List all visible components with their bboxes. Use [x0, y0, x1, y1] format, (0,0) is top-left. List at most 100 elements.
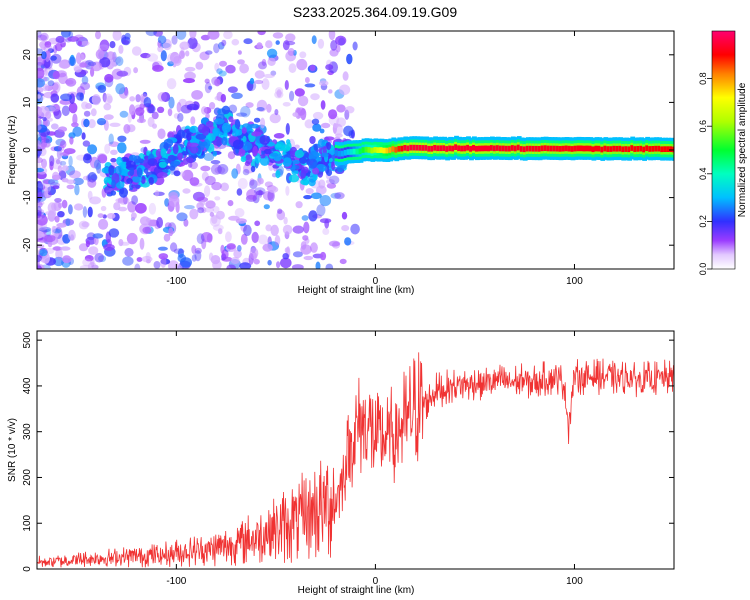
heatmap-cell — [243, 38, 253, 45]
heatmap-cell — [282, 102, 291, 107]
heatmap-cell — [337, 150, 343, 157]
heatmap-cell — [379, 147, 385, 153]
heatmap-cell — [189, 31, 197, 39]
heatmap-cell — [61, 255, 72, 264]
heatmap-cell — [268, 186, 279, 193]
heatmap-cell — [615, 145, 621, 152]
heatmap-cell — [52, 70, 60, 80]
heatmap-cell — [513, 145, 519, 152]
heatmap-cell — [221, 136, 228, 146]
heatmap-cell — [81, 132, 86, 140]
heatmap-cell — [341, 211, 348, 220]
heatmap-cell — [240, 233, 248, 245]
heatmap-cell — [567, 145, 573, 152]
heatmap-cell — [197, 207, 205, 214]
heatmap-cell — [181, 151, 189, 156]
heatmap-cell — [289, 90, 295, 102]
heatmap-cell — [648, 146, 653, 152]
heatmap-cell — [657, 145, 662, 152]
heatmap-cell — [332, 241, 341, 249]
heatmap-cell — [442, 145, 447, 151]
heatmap-cell — [115, 56, 124, 67]
heatmap-cell — [335, 35, 347, 46]
heatmap-cell — [249, 178, 255, 186]
heatmap-cell — [203, 153, 215, 161]
heatmap-cell — [285, 185, 290, 196]
heatmap-cell — [266, 103, 272, 113]
heatmap-cell — [179, 41, 190, 50]
heatmap-cell — [168, 155, 180, 161]
heatmap-cell — [484, 145, 489, 152]
heatmap-cell — [492, 145, 498, 152]
heatmap-cell — [261, 78, 270, 90]
heatmap-cell — [160, 50, 167, 62]
heatmap-cell — [633, 146, 639, 152]
heatmap-cell — [131, 46, 142, 56]
heatmap-cell — [153, 261, 161, 269]
heatmap-cell — [319, 195, 332, 207]
heatmap-cell — [305, 77, 310, 84]
heatmap-cell — [157, 45, 164, 53]
heatmap-cell — [51, 82, 59, 91]
heatmap-cell — [146, 53, 159, 62]
heatmap-cell — [253, 117, 261, 123]
heatmap-cell — [74, 184, 80, 196]
heatmap-cell — [109, 122, 121, 128]
heatmap-cell — [274, 235, 281, 246]
heatmap-cell — [315, 185, 327, 195]
heatmap-cell — [427, 145, 433, 152]
heatmap-cell — [585, 145, 591, 152]
heatmap-cell — [88, 119, 96, 129]
heatmap-cell — [267, 57, 276, 66]
heatmap-cell — [106, 95, 113, 104]
heatmap-cell — [319, 251, 327, 261]
heatmap-cell — [214, 78, 221, 87]
heatmap-cell — [173, 170, 181, 177]
heatmap-cell — [66, 179, 76, 185]
heatmap-cell — [72, 126, 83, 137]
heatmap-cell — [274, 109, 279, 116]
heatmap-cell — [436, 145, 441, 152]
heatmap-cell — [336, 117, 346, 127]
heatmap-cell — [182, 169, 194, 181]
heatmap-cell — [189, 208, 199, 220]
heatmap-cell — [153, 31, 163, 37]
heatmap-cell — [54, 215, 60, 223]
heatmap-cell — [660, 146, 665, 153]
heatmap-cell — [451, 145, 456, 152]
heatmap-cell — [47, 80, 55, 87]
heatmap-cell — [86, 232, 96, 241]
heatmap-cell — [312, 111, 324, 120]
heatmap-cell — [373, 147, 379, 153]
snr-panel: -100 0 100 0 100 200 300 400 500 Height of strai… — [7, 330, 675, 596]
heatmap-cell — [102, 92, 107, 103]
heatmap-cell — [350, 223, 360, 235]
heatmap-cell — [68, 229, 76, 241]
heatmap-cell — [227, 86, 238, 93]
heatmap-cell — [294, 88, 305, 97]
heatmap-cell — [501, 145, 507, 152]
heatmap-cell — [96, 118, 107, 126]
heatmap-cell — [319, 218, 332, 224]
heatmap-cell — [311, 35, 317, 45]
heatmap-cell — [325, 263, 334, 269]
heatmap-cell — [257, 31, 266, 36]
heatmap-cell — [86, 174, 92, 182]
heatmap-cell — [284, 247, 290, 254]
heatmap-cell — [490, 145, 495, 151]
heatmap-cell — [252, 146, 258, 157]
heatmap-cell — [555, 145, 561, 152]
heatmap-cell — [212, 206, 220, 213]
heatmap-cell — [543, 145, 549, 151]
heatmap-cell — [207, 31, 220, 40]
heatmap-cell — [118, 44, 124, 54]
heatmap-cell — [74, 34, 84, 40]
heatmap-cell — [50, 55, 57, 61]
heatmap-cell — [129, 166, 135, 176]
heatmap-cell — [68, 155, 73, 167]
heatmap-cell — [460, 145, 465, 152]
heatmap-cell — [243, 224, 252, 236]
heatmap-cell — [478, 145, 483, 152]
heatmap-cell — [145, 31, 157, 37]
heatmap-cell — [113, 202, 121, 211]
